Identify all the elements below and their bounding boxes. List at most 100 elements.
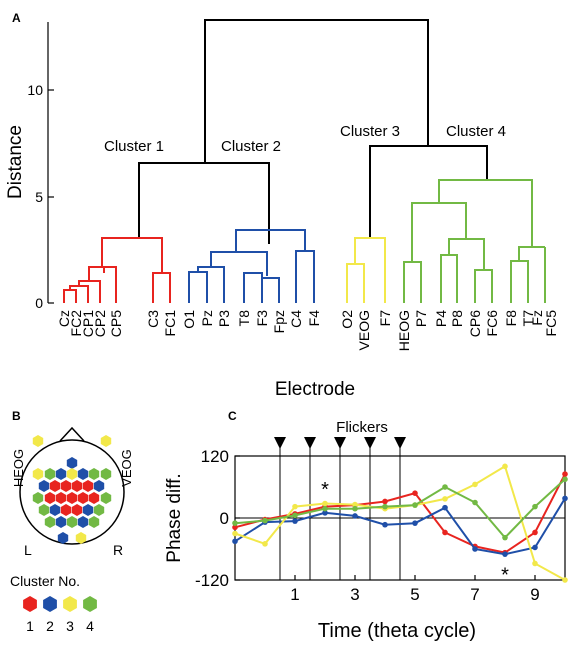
scalp-electrode	[38, 480, 50, 492]
scalp-electrode	[44, 468, 56, 480]
x-tick-label: 7	[470, 585, 479, 604]
leaf-label: F3	[254, 310, 270, 327]
series-point	[562, 476, 568, 483]
scalp-electrode	[66, 492, 78, 504]
series-line	[234, 464, 566, 581]
leaf-label: F8	[503, 310, 519, 327]
scalp-electrode	[82, 504, 94, 516]
dendrogram-axis	[47, 22, 54, 304]
significance-marker: *	[501, 564, 509, 586]
series-point	[562, 577, 568, 583]
scalp-electrode	[44, 492, 56, 504]
scalp-electrode	[60, 480, 72, 492]
panel-c-label: C	[228, 409, 237, 423]
scalp-electrode	[44, 516, 56, 528]
scalp-nose	[59, 426, 85, 442]
legend-swatch	[83, 596, 97, 612]
scalp-electrode	[32, 435, 44, 447]
dendrogram-root-links	[138, 19, 488, 244]
legend-title: Cluster No.	[10, 573, 80, 589]
scalp-electrode	[71, 480, 83, 492]
leaf-label: CP5	[108, 310, 124, 337]
series-point	[472, 499, 478, 506]
leaf-label: P8	[449, 310, 465, 327]
series-point	[472, 546, 478, 552]
leaf-label: CP6	[467, 310, 483, 337]
scalp-electrode	[93, 504, 105, 516]
leaf-label: VEOG	[356, 310, 372, 350]
panel-a-label: A	[12, 11, 21, 25]
dendrogram-y-label: Distance	[5, 125, 26, 199]
series-point	[232, 538, 238, 545]
scalp-electrode	[66, 468, 78, 480]
leaf-label: O1	[181, 310, 197, 329]
dendrogram-cluster-3	[346, 237, 386, 303]
scalp-electrodes	[32, 435, 112, 544]
scalp-electrode	[49, 480, 61, 492]
series-point	[292, 512, 298, 519]
panel-b-label: B	[12, 409, 21, 423]
leaf-label: CP1	[80, 310, 96, 337]
series-point	[502, 551, 508, 557]
dendrogram-x-label: Electrode	[275, 379, 355, 400]
series-point	[502, 463, 508, 470]
leaf-label: CP2	[92, 310, 108, 337]
series-line	[234, 478, 566, 540]
y-tick-label: 0	[220, 509, 229, 528]
legend-swatch	[23, 596, 37, 612]
dendrogram-cluster-2	[188, 229, 315, 303]
scalp-electrode	[100, 468, 112, 480]
series-point	[532, 503, 538, 510]
series-point	[502, 534, 508, 541]
scalp-electrode	[100, 492, 112, 504]
series-point	[382, 498, 388, 505]
flicker-marker	[274, 437, 286, 449]
dendrogram-cluster-4	[403, 179, 546, 303]
series-point	[532, 560, 538, 567]
leaf-label: C4	[288, 310, 304, 328]
series-point	[442, 484, 448, 490]
series-point	[532, 544, 538, 551]
scalp-electrode	[66, 457, 78, 469]
leaf-label: P7	[413, 310, 429, 327]
scalp-electrode	[32, 468, 44, 480]
leaf-label: Cz	[56, 310, 72, 327]
flicker-marker	[334, 437, 346, 449]
series-point	[352, 513, 358, 519]
scalp-electrode	[55, 516, 67, 528]
ytick-0: 0	[35, 295, 43, 311]
cluster-4-label: Cluster 4	[446, 123, 506, 140]
legend-swatch	[43, 596, 57, 612]
scalp-map	[19, 426, 125, 545]
series-point	[232, 530, 238, 537]
flicker-marker	[394, 437, 406, 449]
dendrogram-cluster-1	[63, 237, 171, 303]
legend-label: 4	[86, 618, 94, 634]
leaf-label: P4	[433, 310, 449, 327]
series-line	[234, 473, 566, 554]
ytick-5: 5	[35, 189, 43, 205]
series-point	[352, 501, 358, 508]
scalp-electrode	[75, 532, 87, 544]
x-tick-label: 3	[350, 585, 359, 604]
scalp-electrode	[38, 504, 50, 516]
scalp-electrode	[32, 492, 44, 504]
scalp-right-label: R	[113, 542, 123, 558]
series-point	[412, 502, 418, 508]
ytick-10: 10	[27, 82, 43, 98]
series-point	[322, 505, 328, 512]
series-point	[232, 524, 238, 531]
scalp-electrode	[60, 504, 72, 516]
line-chart-y-label: Phase diff.	[164, 473, 185, 562]
leaf-label: T7	[520, 310, 536, 327]
series-point	[472, 481, 478, 488]
scalp-electrode	[88, 468, 100, 480]
leaf-label: Pz	[199, 310, 215, 326]
y-tick-label: 120	[201, 447, 229, 466]
scalp-electrode	[66, 516, 78, 528]
scalp-electrode	[93, 480, 105, 492]
series-point	[262, 517, 268, 524]
leaf-label: FC2	[68, 310, 84, 337]
